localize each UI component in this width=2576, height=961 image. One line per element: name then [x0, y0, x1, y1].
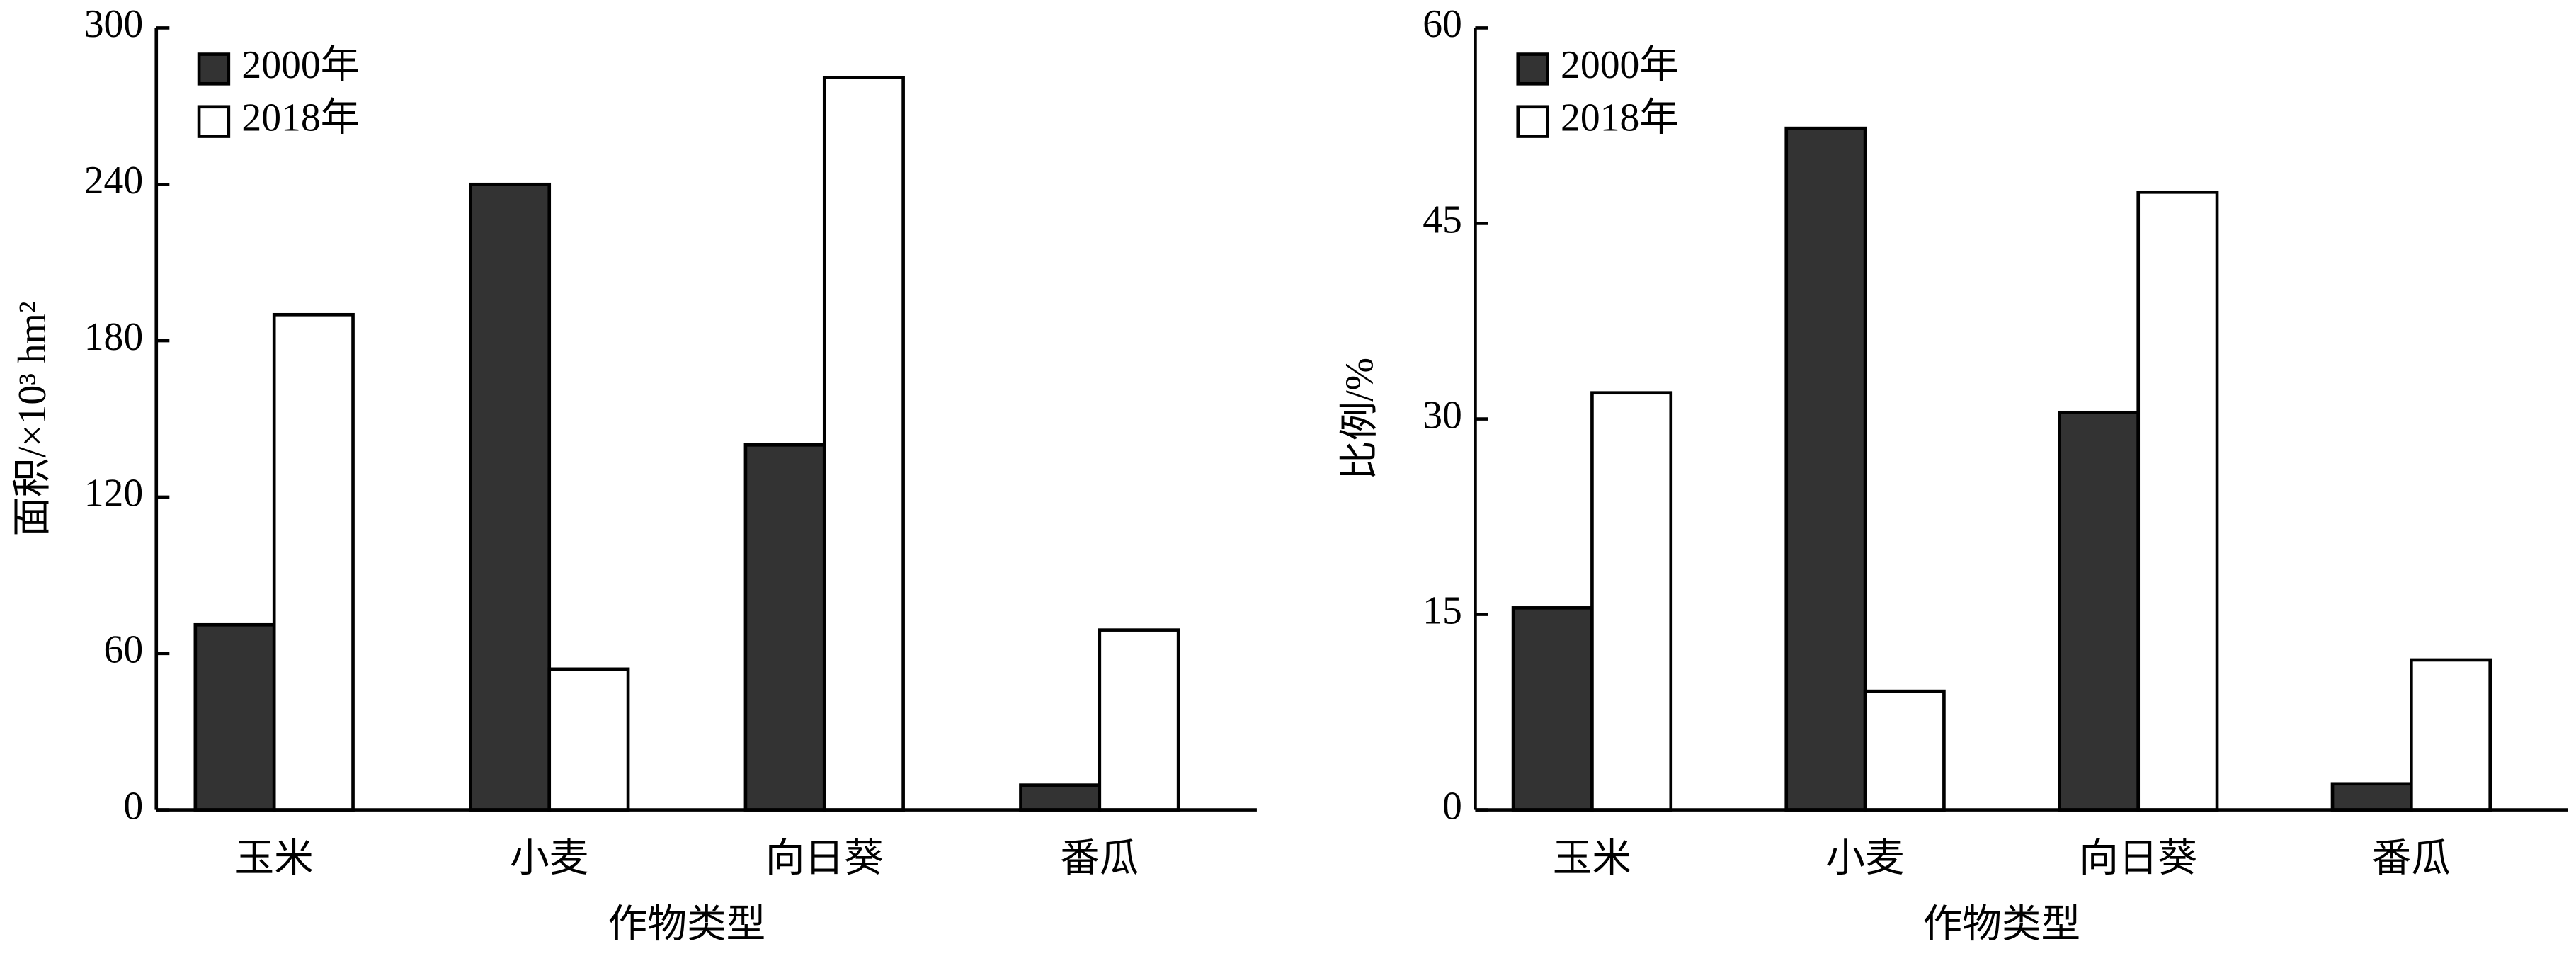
bar — [743, 443, 826, 812]
y-axis-label: 面积/×10³ hm² — [11, 301, 55, 536]
y-tick-label: 60 — [104, 628, 144, 672]
y-tick-label: 120 — [84, 472, 143, 516]
bar — [2136, 190, 2219, 812]
y-tick-label: 180 — [84, 315, 143, 359]
y-tick-label: 240 — [84, 159, 143, 203]
bar — [2330, 782, 2413, 812]
legend-swatch — [197, 52, 231, 86]
x-tick-label: 玉米 — [235, 837, 314, 881]
x-axis-label: 作物类型 — [608, 902, 766, 946]
bar — [1019, 783, 1102, 812]
legend-swatch — [1516, 105, 1549, 138]
bar — [272, 312, 355, 812]
bar — [193, 622, 276, 812]
chart: 玉米 小麦 向日葵 番瓜 0 60 120 180 240 300 作物类型 面积/×10³ hm² 2… — [11, 2, 1257, 946]
chart: 玉米 小麦 向日葵 番瓜 0 15 30 45 60 作物类型 比例/% 2000年 2018年 — [1338, 2, 2568, 946]
bar — [1863, 689, 1946, 812]
bar — [1511, 606, 1594, 812]
y-tick-label: 15 — [1423, 588, 1462, 632]
x-tick-label: 玉米 — [1553, 837, 1631, 881]
x-tick-label: 向日葵 — [2079, 837, 2197, 881]
x-tick-label: 小麦 — [510, 837, 588, 881]
x-tick-label: 番瓜 — [2372, 837, 2451, 881]
legend-label: 2000年 — [1561, 43, 1679, 87]
bar — [2058, 410, 2141, 812]
x-tick-label: 向日葵 — [765, 837, 884, 881]
bar — [2410, 658, 2492, 812]
bar — [469, 182, 552, 812]
x-axis-label: 作物类型 — [1923, 902, 2081, 946]
x-tick-label: 小麦 — [1825, 837, 1904, 881]
x-tick-label: 番瓜 — [1060, 837, 1139, 881]
bar — [1784, 126, 1867, 812]
legend-label: 2018年 — [1561, 96, 1679, 140]
y-tick-label: 0 — [123, 784, 143, 828]
legend-swatch — [197, 105, 231, 138]
y-tick-label: 60 — [1423, 2, 1462, 46]
y-tick-label: 300 — [84, 2, 143, 46]
bar — [547, 667, 630, 812]
legend-label: 2018年 — [241, 96, 360, 140]
legend-swatch — [1516, 52, 1549, 86]
y-tick-label: 30 — [1423, 393, 1462, 437]
y-tick-label: 45 — [1423, 198, 1462, 241]
y-axis-label: 比例/% — [1338, 358, 1381, 480]
y-tick-label: 0 — [1442, 784, 1462, 828]
bar — [822, 76, 905, 812]
legend-label: 2000年 — [241, 43, 360, 87]
bar — [1590, 391, 1673, 812]
bar — [1098, 628, 1180, 812]
